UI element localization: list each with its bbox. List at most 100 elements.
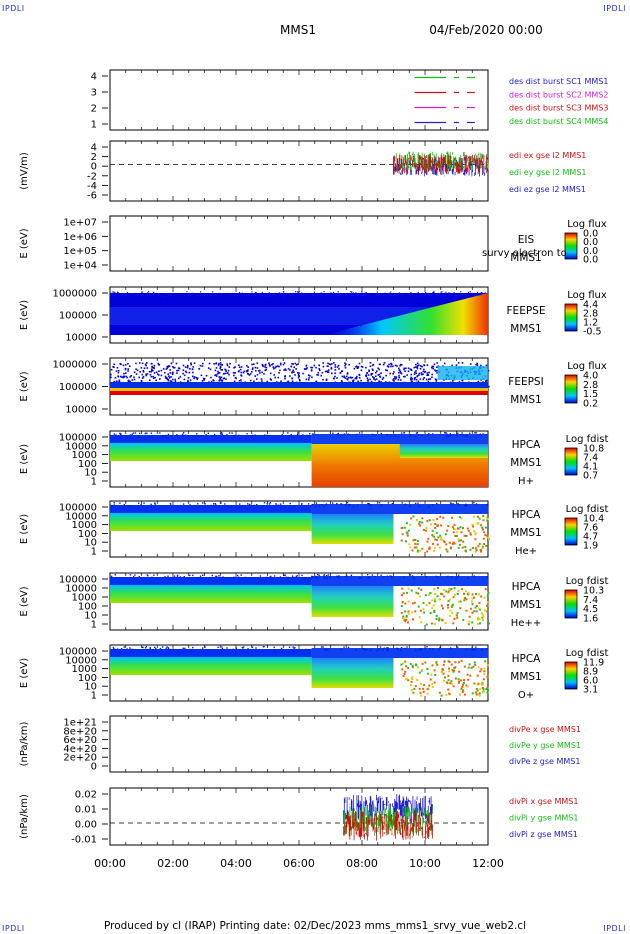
feepsi-speck: [270, 379, 272, 381]
feepsi-speck: [256, 378, 258, 380]
hpca-top-speck: [127, 505, 130, 507]
hpca-speck: [483, 596, 486, 599]
feepsi-speck: [168, 365, 171, 367]
y-tick-label: 1e+04: [63, 261, 97, 272]
hpca-top-speck: [242, 648, 244, 650]
hpca-speck: [473, 661, 476, 664]
feepsi-speck: [179, 375, 182, 378]
hpca-top-speck: [124, 505, 126, 507]
panel-6-art: [110, 502, 490, 553]
hpca-speck: [451, 603, 454, 606]
y-tick-label: 100000: [59, 382, 97, 393]
hpca-top-speck: [162, 646, 164, 648]
hpca-top-speck: [326, 574, 328, 577]
feepse-speck: [352, 293, 354, 295]
hpca-top-speck: [115, 435, 117, 437]
feepsi-speck: [443, 362, 446, 365]
hpca-speck: [442, 663, 445, 666]
feepse-speck: [390, 295, 392, 297]
hpca-speck: [469, 532, 472, 535]
hpca-speck: [478, 517, 481, 520]
hpca-top-speck: [111, 505, 114, 507]
y-tick-label: -2: [87, 171, 97, 182]
hpca-speck: [444, 533, 447, 536]
hpca-top-speck: [168, 649, 170, 651]
legend-entry: des dist burst SC3 MMS3: [509, 104, 608, 113]
hpca-speck: [434, 538, 437, 541]
corner-tag-bottom-right: IPDLI: [603, 924, 626, 933]
hpca-speck: [436, 543, 439, 546]
y-tick-label: 0.02: [75, 790, 97, 801]
feepsi-speck: [262, 365, 264, 368]
feepsi-speck: [329, 363, 332, 366]
hpca-top-speck: [457, 576, 459, 578]
feepse-speck: [477, 291, 479, 293]
hpca-speck: [431, 529, 434, 532]
hpca-speck: [479, 548, 482, 551]
legend-entry: divPe x gse MMS1: [509, 725, 581, 734]
feepse-speck: [231, 294, 233, 296]
hpca-speck: [457, 678, 460, 681]
hpca-top-speck: [315, 575, 317, 578]
feepse-speck: [157, 293, 159, 295]
feepsi-speck: [234, 366, 236, 368]
hpca-speck: [431, 685, 434, 688]
hpca-top-band: [110, 435, 312, 443]
y-tick-label: 10000: [65, 405, 97, 416]
feepsi-speck: [377, 367, 379, 370]
hpca-speck: [459, 600, 462, 603]
hpca-top-speck: [247, 503, 249, 505]
hpca-speck: [421, 517, 424, 520]
hpca-speck: [407, 679, 410, 682]
hpca-speck: [482, 691, 485, 694]
feepsi-speck: [198, 367, 201, 370]
hpca-speck: [464, 597, 466, 599]
hpca-top-speck: [327, 648, 329, 651]
hpca-speck: [424, 661, 427, 664]
feepsi-speck: [170, 380, 173, 382]
hpca-speck: [466, 685, 469, 688]
hpca-top-speck: [221, 648, 224, 650]
hpca-speck: [446, 529, 449, 532]
feepsi-speck: [394, 376, 396, 378]
hpca-top-speck: [155, 504, 157, 507]
feepse-speck: [337, 291, 339, 293]
feepsi-speck: [272, 366, 275, 368]
feepsi-speck: [399, 370, 402, 373]
feepsi-speck: [238, 366, 241, 368]
hpca-top-speck: [150, 432, 153, 434]
hpca-speck: [433, 546, 436, 549]
hpca-speck: [418, 520, 421, 523]
hpca-top-speck: [176, 575, 179, 578]
feepsi-speck: [189, 368, 191, 370]
feepse-speck: [425, 292, 427, 295]
feepse-speck: [288, 293, 291, 295]
feepsi-speck: [279, 369, 281, 372]
hpca-top-speck: [312, 433, 314, 435]
hpca-speck: [433, 669, 436, 672]
feepsi-speck: [427, 373, 429, 376]
hpca-top-speck: [322, 646, 324, 648]
hpca-speck: [433, 549, 436, 552]
hpca-top-speck: [269, 502, 272, 504]
hpca-speck: [402, 615, 405, 618]
feepsi-speck: [240, 371, 242, 374]
feepsi-speck: [458, 381, 461, 383]
feepse-speck: [443, 294, 445, 296]
hpca-speck: [440, 524, 443, 527]
hpca-speck: [435, 618, 438, 620]
x-tick-label: 08:00: [346, 857, 378, 870]
hpca-speck: [473, 530, 476, 533]
hpca-speck: [430, 673, 433, 676]
hpca-speck: [448, 692, 451, 695]
panel-9-frame: [109, 715, 489, 773]
hpca-speck: [426, 667, 429, 670]
feepsi-speck: [298, 372, 300, 374]
hpca-speck: [471, 621, 474, 624]
feepse-speck: [152, 293, 154, 295]
hpca-top-speck: [179, 506, 181, 508]
hpca-top-speck: [318, 505, 320, 507]
feepsi-speck: [218, 372, 221, 374]
hpca-speck: [480, 668, 483, 671]
hpca-speck: [434, 600, 437, 603]
